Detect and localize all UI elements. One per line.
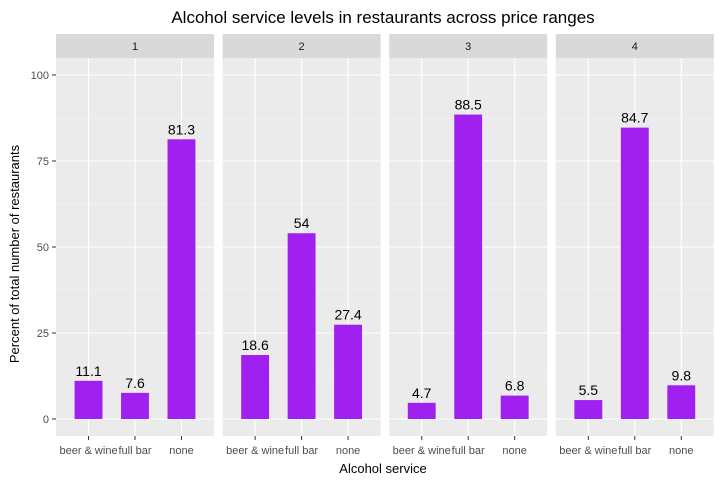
- bar-value-label: 18.6: [242, 337, 269, 353]
- x-tick-label: beer & wine: [559, 445, 617, 457]
- facet-strip-label: 4: [632, 41, 638, 53]
- x-tick-label: full bar: [452, 445, 485, 457]
- bar-value-label: 54: [294, 215, 310, 231]
- facet-panel-2: 2 18.6 beer & wine 54 full bar 27.4 none: [222, 34, 381, 457]
- bar: [121, 392, 149, 419]
- y-tick-label: 50: [37, 242, 49, 254]
- facet-strip-label: 3: [465, 41, 471, 53]
- facet-panel-4: 4 5.5 beer & wine 84.7 full bar 9.8 none: [555, 34, 714, 457]
- bar-value-label: 4.7: [412, 385, 432, 401]
- facet-panels: 1 11.1 beer & wine 7.6 full bar 81.3 none 2 18.6…: [56, 34, 714, 457]
- facet-strip: [555, 34, 714, 58]
- y-tick-label: 75: [37, 156, 49, 168]
- x-tick-label: full bar: [618, 445, 651, 457]
- facet-strip: [56, 34, 214, 58]
- bar: [500, 395, 529, 419]
- x-tick-label: beer & wine: [226, 445, 284, 457]
- bar-value-label: 5.5: [579, 382, 599, 398]
- bar-value-label: 11.1: [75, 363, 101, 379]
- bar: [454, 114, 483, 419]
- x-tick-label: beer & wine: [59, 445, 117, 457]
- y-tick-label: 100: [31, 70, 49, 82]
- bar: [620, 127, 649, 419]
- bar: [574, 400, 603, 419]
- bar-value-label: 88.5: [455, 97, 482, 113]
- bar: [407, 402, 436, 419]
- bar: [334, 324, 363, 419]
- bar-value-label: 84.7: [621, 110, 648, 126]
- x-tick-label: none: [336, 445, 360, 457]
- facet-strip: [222, 34, 381, 58]
- bar: [667, 385, 696, 419]
- x-tick-label: full bar: [285, 445, 318, 457]
- facet-strip: [389, 34, 548, 58]
- bar-value-label: 7.6: [125, 375, 145, 391]
- bar: [74, 380, 103, 419]
- bar-value-label: 81.3: [168, 121, 195, 137]
- bar: [287, 233, 316, 419]
- facet-strip-label: 2: [299, 41, 305, 53]
- y-tick-label: 0: [43, 414, 49, 426]
- facet-panel-1: 1 11.1 beer & wine 7.6 full bar 81.3 none: [56, 34, 214, 457]
- y-axis-label: Percent of total number of restaurants: [7, 144, 22, 363]
- bar: [167, 139, 196, 419]
- bar-value-label: 9.8: [672, 367, 692, 383]
- x-tick-label: full bar: [118, 445, 151, 457]
- bar-value-label: 27.4: [334, 307, 361, 323]
- chart-title: Alcohol service levels in restaurants ac…: [171, 8, 594, 27]
- y-tick-label: 25: [37, 328, 49, 340]
- x-axis-label: Alcohol service: [339, 461, 426, 476]
- x-tick-label: none: [502, 445, 526, 457]
- x-tick-label: none: [169, 445, 193, 457]
- x-tick-label: beer & wine: [393, 445, 451, 457]
- bar-value-label: 6.8: [505, 378, 525, 394]
- facet-panel-3: 3 4.7 beer & wine 88.5 full bar 6.8 none: [389, 34, 548, 457]
- facet-strip-label: 1: [132, 41, 138, 53]
- y-axis: 0 25 50 75 100: [31, 70, 56, 426]
- x-tick-label: none: [669, 445, 693, 457]
- bar: [241, 355, 270, 419]
